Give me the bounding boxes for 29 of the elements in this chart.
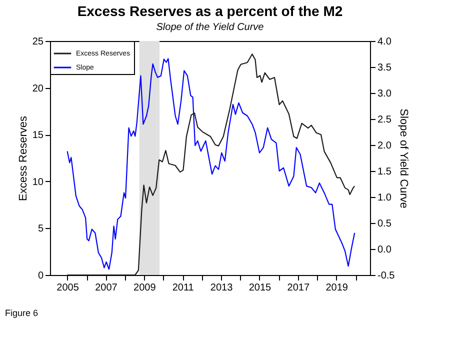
- x-tick-label: 2013: [210, 282, 234, 294]
- y2-axis-title: Slope of Yield Curve: [398, 108, 410, 208]
- x-tick-label: 2019: [326, 282, 348, 294]
- y2-tick-label: 4.0: [378, 36, 392, 48]
- y2-tick-label: 0.0: [378, 244, 392, 256]
- y2-tick-label: 2.0: [378, 140, 392, 152]
- y2-tick-label: 1.0: [378, 192, 392, 204]
- y2-tick-label: 3.0: [378, 88, 392, 100]
- chart-title: Excess Reserves as a percent of the M2: [77, 3, 343, 19]
- y2-tick-label: 1.5: [378, 166, 392, 178]
- y-tick-label: 5: [38, 224, 44, 235]
- y-tick-label: 15: [32, 130, 44, 142]
- x-tick-label: 2009: [134, 282, 156, 294]
- x-tick-label: 2017: [287, 282, 310, 294]
- y-tick-label: 25: [32, 36, 44, 48]
- x-tick-label: 2015: [248, 282, 272, 294]
- y2-tick-label: 3.5: [378, 62, 392, 74]
- x-tick-label: 2005: [56, 282, 80, 294]
- x-tick-label: 2007: [95, 282, 118, 294]
- y2-tick-label: 0.5: [378, 218, 392, 230]
- caption: Figure 6: [5, 308, 38, 318]
- y-tick-label: 0: [38, 270, 44, 282]
- y-axis-title: Excess Reserves: [17, 116, 30, 201]
- chart-subtitle: Slope of the Yield Curve: [156, 22, 264, 33]
- y2-tick-label: -0.5: [378, 270, 396, 282]
- y2-tick-label: 2.5: [378, 114, 392, 126]
- y-tick-label: 10: [32, 176, 44, 188]
- y-tick-label: 20: [32, 83, 44, 94]
- x-tick-label: 2011: [172, 282, 194, 294]
